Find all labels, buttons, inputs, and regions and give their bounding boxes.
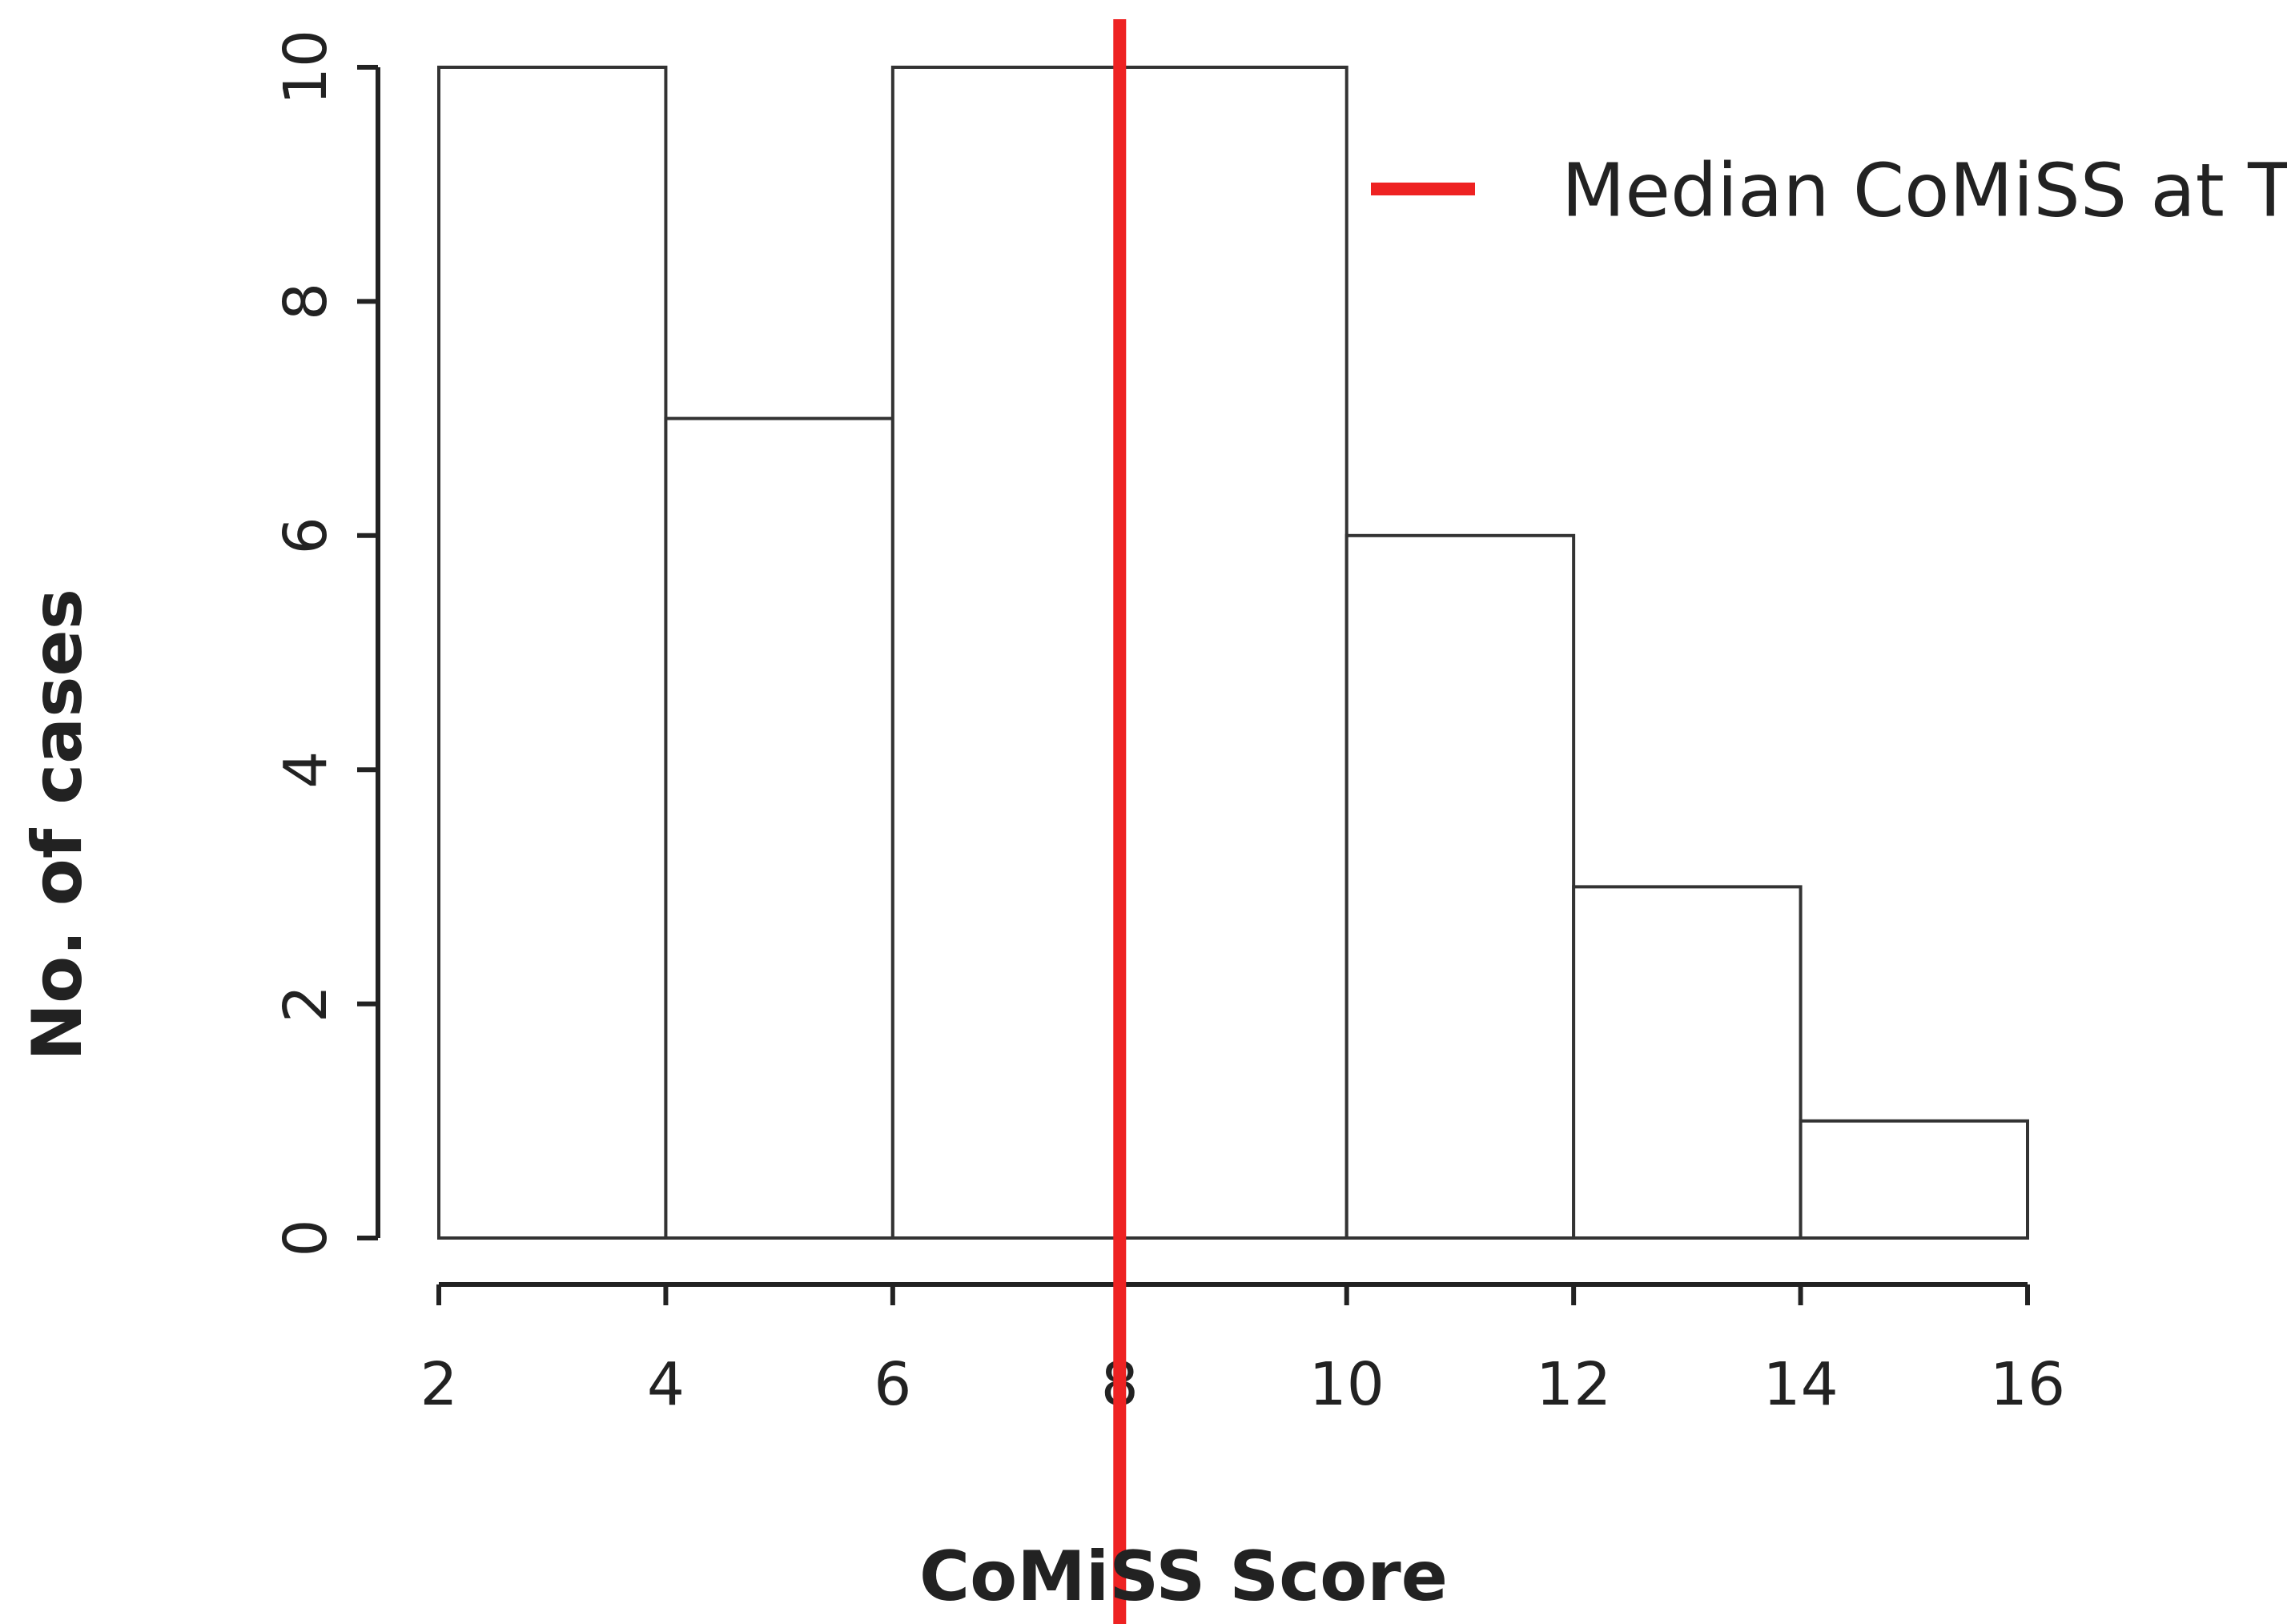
x-tick-label: 12 xyxy=(1536,1350,1611,1419)
x-tick-label: 4 xyxy=(647,1350,685,1419)
y-tick-label: 8 xyxy=(271,283,340,320)
y-tick-label: 4 xyxy=(271,751,340,789)
x-tick-label: 2 xyxy=(420,1350,457,1419)
x-tick-label: 16 xyxy=(1990,1350,2065,1419)
x-tick-label: 6 xyxy=(874,1350,911,1419)
y-tick-label: 0 xyxy=(271,1219,340,1256)
histogram-bar-7 xyxy=(1799,1119,2030,1240)
y-axis-title: No. of cases xyxy=(18,589,98,1061)
y-axis: 0 2 4 6 8 10 xyxy=(271,30,380,1257)
x-axis-title: CoMiSS Score xyxy=(919,1537,1448,1617)
y-tick-label: 10 xyxy=(271,30,340,105)
histogram-bar-3 xyxy=(890,66,1122,1240)
x-axis: 246810121416 xyxy=(420,1282,2065,1419)
y-tick-label: 2 xyxy=(271,985,340,1023)
y-tick-label: 6 xyxy=(271,517,340,554)
histogram-bar-6 xyxy=(1572,885,1803,1240)
histogram-bar-2 xyxy=(664,416,894,1240)
histogram-bar-1 xyxy=(437,66,668,1240)
histogram-bars xyxy=(437,66,2030,1240)
legend-label: Median CoMiSS at T0 xyxy=(1562,148,2287,234)
histogram-bar-4 xyxy=(1118,66,1348,1240)
x-tick-label: 10 xyxy=(1309,1350,1385,1419)
histogram-bar-5 xyxy=(1344,533,1576,1240)
x-tick-label: 14 xyxy=(1762,1350,1838,1419)
legend: Median CoMiSS at T0 xyxy=(1371,148,2287,234)
